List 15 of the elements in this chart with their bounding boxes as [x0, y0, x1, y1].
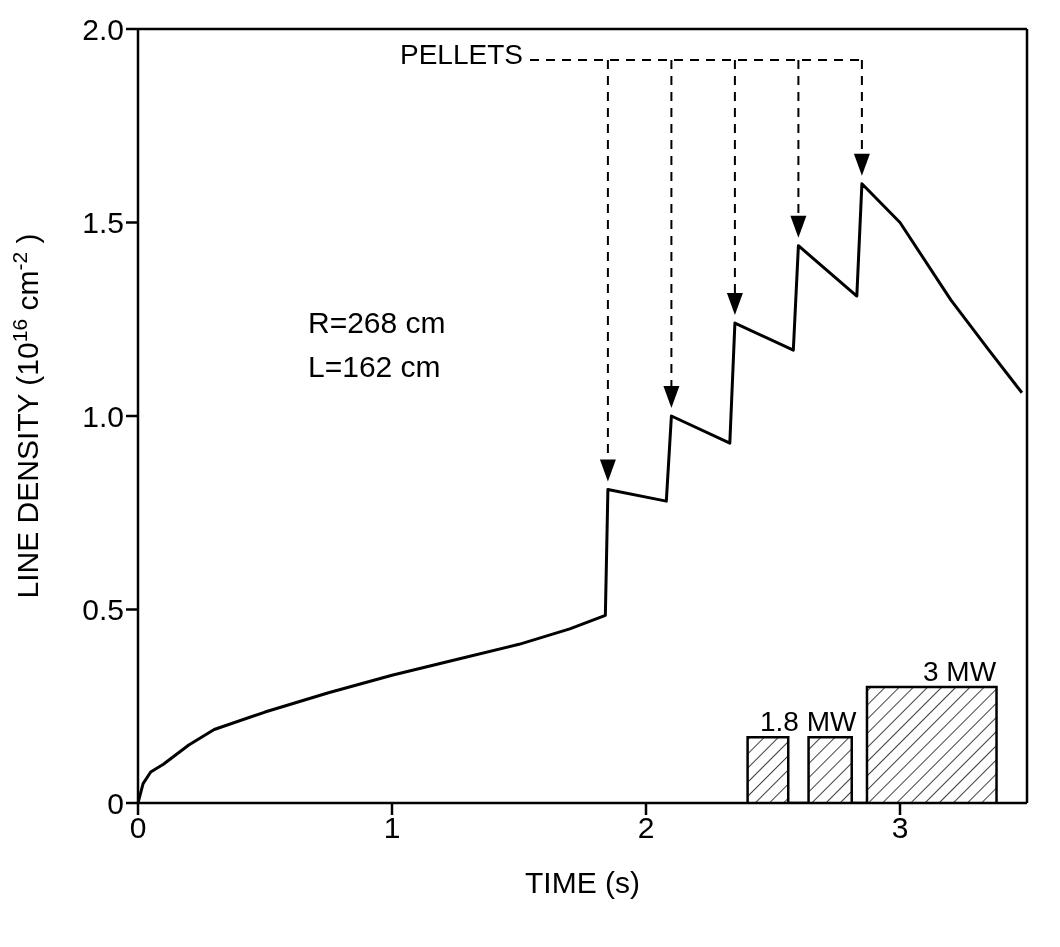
x-tick-label: 1: [383, 811, 401, 845]
y-tick-label: 2.0: [82, 12, 124, 46]
annotation: 3 MW: [923, 656, 997, 687]
x-tick-label: 2: [637, 811, 655, 845]
y-tick-label: 1.0: [82, 399, 124, 433]
annotation: PELLETS: [400, 39, 523, 70]
annotation: L=162 cm: [308, 350, 441, 383]
x-axis-title: TIME (s): [525, 866, 640, 899]
annotation: 1.8 MW: [760, 706, 857, 737]
x-tick-label: 3: [891, 811, 909, 845]
y-tick-label: 0.5: [82, 593, 124, 627]
annotation: R=268 cm: [308, 306, 446, 339]
y-tick-label: 0: [107, 786, 124, 820]
x-tick-label: 0: [129, 811, 147, 845]
y-tick-label: 1.5: [82, 206, 124, 240]
